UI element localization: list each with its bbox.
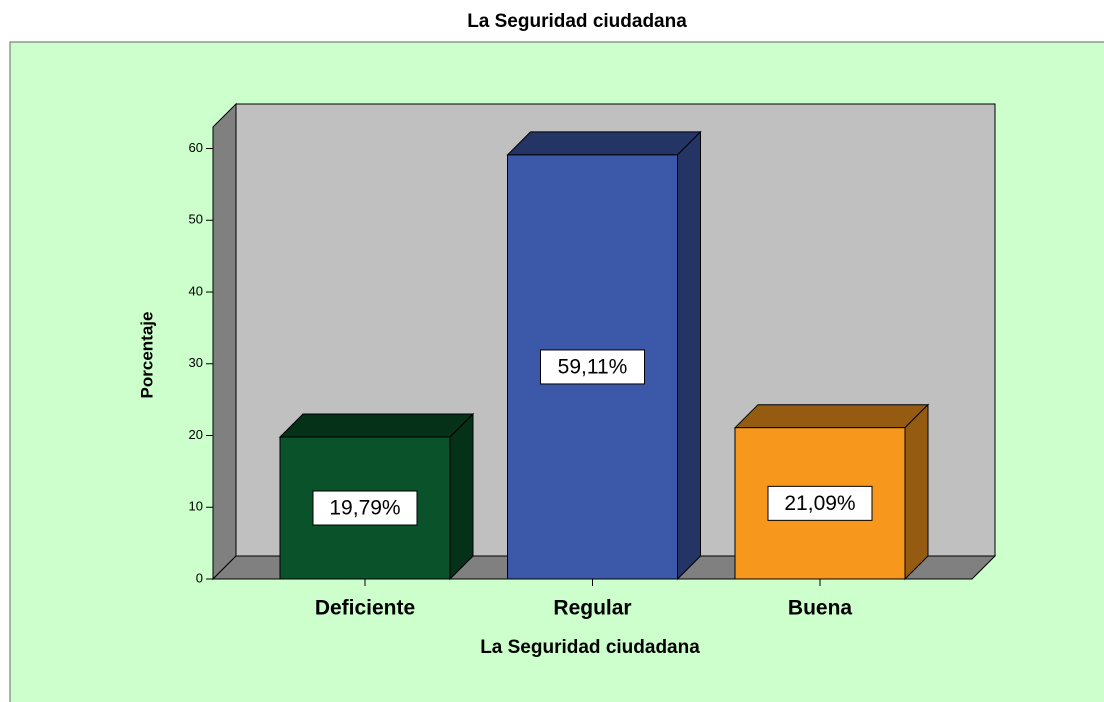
- value-label: 21,09%: [784, 492, 855, 515]
- value-label-box: [540, 349, 645, 385]
- chart-title: La Seguridad ciudadana: [467, 11, 687, 32]
- bar-top: [733, 404, 930, 429]
- y-tick-label: 0: [196, 570, 203, 585]
- bar-top: [278, 413, 475, 438]
- y-tick-label: 20: [189, 427, 203, 442]
- bar-group: 19,79%: [278, 412, 475, 581]
- value-label-box: [767, 485, 873, 521]
- x-axis-label: La Seguridad ciudadana: [480, 637, 700, 658]
- bar-group: 21,09%: [733, 403, 930, 581]
- value-label: 59,11%: [558, 356, 628, 379]
- bar-side: [677, 130, 701, 581]
- left-wall: [212, 102, 237, 581]
- y-tick-label: 60: [189, 140, 203, 155]
- x-tick-label: Buena: [788, 597, 853, 620]
- y-tick-label: 30: [189, 355, 203, 370]
- bar-group: 59,11%: [506, 130, 702, 581]
- y-tick-label: 10: [189, 499, 203, 514]
- x-tick-label: Regular: [553, 597, 631, 620]
- y-tick-label: 40: [189, 283, 203, 298]
- bar-side: [904, 403, 929, 581]
- y-tick-label: 50: [189, 212, 203, 227]
- bar-top: [506, 131, 702, 156]
- x-tick-label: Deficiente: [315, 597, 415, 620]
- value-label: 19,79%: [329, 497, 400, 520]
- bar-side: [449, 412, 474, 581]
- value-label-box: [312, 490, 418, 526]
- y-axis-label: Porcentaje: [137, 312, 156, 399]
